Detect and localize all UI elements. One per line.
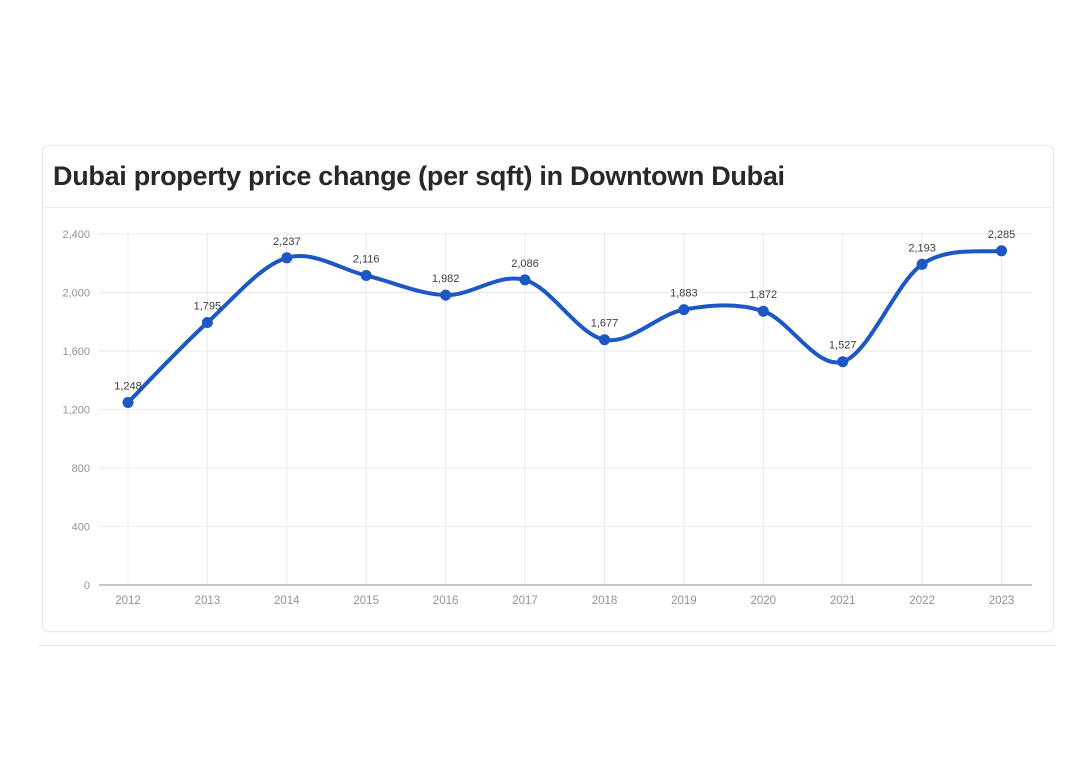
y-tick-label: 800 bbox=[72, 463, 90, 475]
x-tick-label: 2020 bbox=[751, 595, 777, 607]
data-point[interactable] bbox=[678, 304, 690, 316]
data-label: 1,883 bbox=[670, 288, 698, 300]
x-tick-label: 2019 bbox=[671, 595, 697, 607]
data-point[interactable] bbox=[599, 334, 610, 346]
data-label: 2,285 bbox=[988, 229, 1016, 241]
data-point[interactable] bbox=[996, 245, 1007, 257]
x-tick-label: 2023 bbox=[989, 595, 1015, 607]
chart-title: Dubai property price change (per sqft) i… bbox=[53, 161, 785, 191]
data-label: 1,677 bbox=[591, 318, 619, 330]
data-label: 1,527 bbox=[829, 340, 857, 352]
x-tick-label: 2017 bbox=[512, 595, 538, 607]
data-label: 1,982 bbox=[432, 273, 460, 285]
series-line bbox=[126, 248, 1004, 405]
x-tick-label: 2022 bbox=[909, 595, 935, 607]
x-tick-label: 2021 bbox=[830, 595, 856, 607]
data-label: 2,116 bbox=[353, 254, 380, 266]
data-label: 2,193 bbox=[908, 242, 936, 254]
chart-card-header: Dubai property price change (per sqft) i… bbox=[43, 146, 1053, 208]
y-tick-label: 1,600 bbox=[62, 346, 90, 358]
line-chart: 0 400 800 1,200 1,600 2,000 2,400 2012 2013 2014 2… bbox=[62, 229, 1032, 607]
y-tick-label: 0 bbox=[84, 580, 90, 592]
x-tick-label: 2014 bbox=[274, 595, 300, 607]
x-tick-label: 2016 bbox=[433, 595, 459, 607]
y-tick-label: 1,200 bbox=[62, 405, 90, 417]
data-point[interactable] bbox=[122, 397, 134, 408]
data-point[interactable] bbox=[360, 270, 372, 281]
chart-card: Dubai property price change (per sqft) i… bbox=[42, 145, 1054, 632]
data-point[interactable] bbox=[440, 289, 452, 301]
y-tick-label: 2,400 bbox=[62, 229, 90, 241]
data-label: 2,237 bbox=[273, 236, 301, 248]
chart-plot-area: 0 400 800 1,200 1,600 2,000 2,400 2012 2013 2014 2… bbox=[43, 208, 1053, 631]
y-tick-label: 2,000 bbox=[62, 288, 90, 300]
x-tick-label: 2015 bbox=[353, 595, 379, 607]
data-point[interactable] bbox=[916, 258, 928, 270]
section-divider bbox=[38, 645, 1054, 646]
data-point[interactable] bbox=[837, 356, 849, 368]
x-tick-label: 2013 bbox=[195, 595, 221, 607]
data-label: 1,248 bbox=[114, 381, 142, 393]
x-tick-label: 2012 bbox=[115, 595, 141, 607]
data-label: 2,086 bbox=[511, 258, 539, 270]
data-label: 1,795 bbox=[194, 301, 222, 313]
data-point[interactable] bbox=[201, 317, 213, 328]
data-label: 1,872 bbox=[750, 289, 778, 301]
data-point[interactable] bbox=[757, 305, 769, 317]
y-tick-label: 400 bbox=[72, 522, 90, 534]
data-point[interactable] bbox=[281, 252, 293, 264]
x-tick-label: 2018 bbox=[592, 595, 618, 607]
data-point[interactable] bbox=[519, 274, 531, 286]
